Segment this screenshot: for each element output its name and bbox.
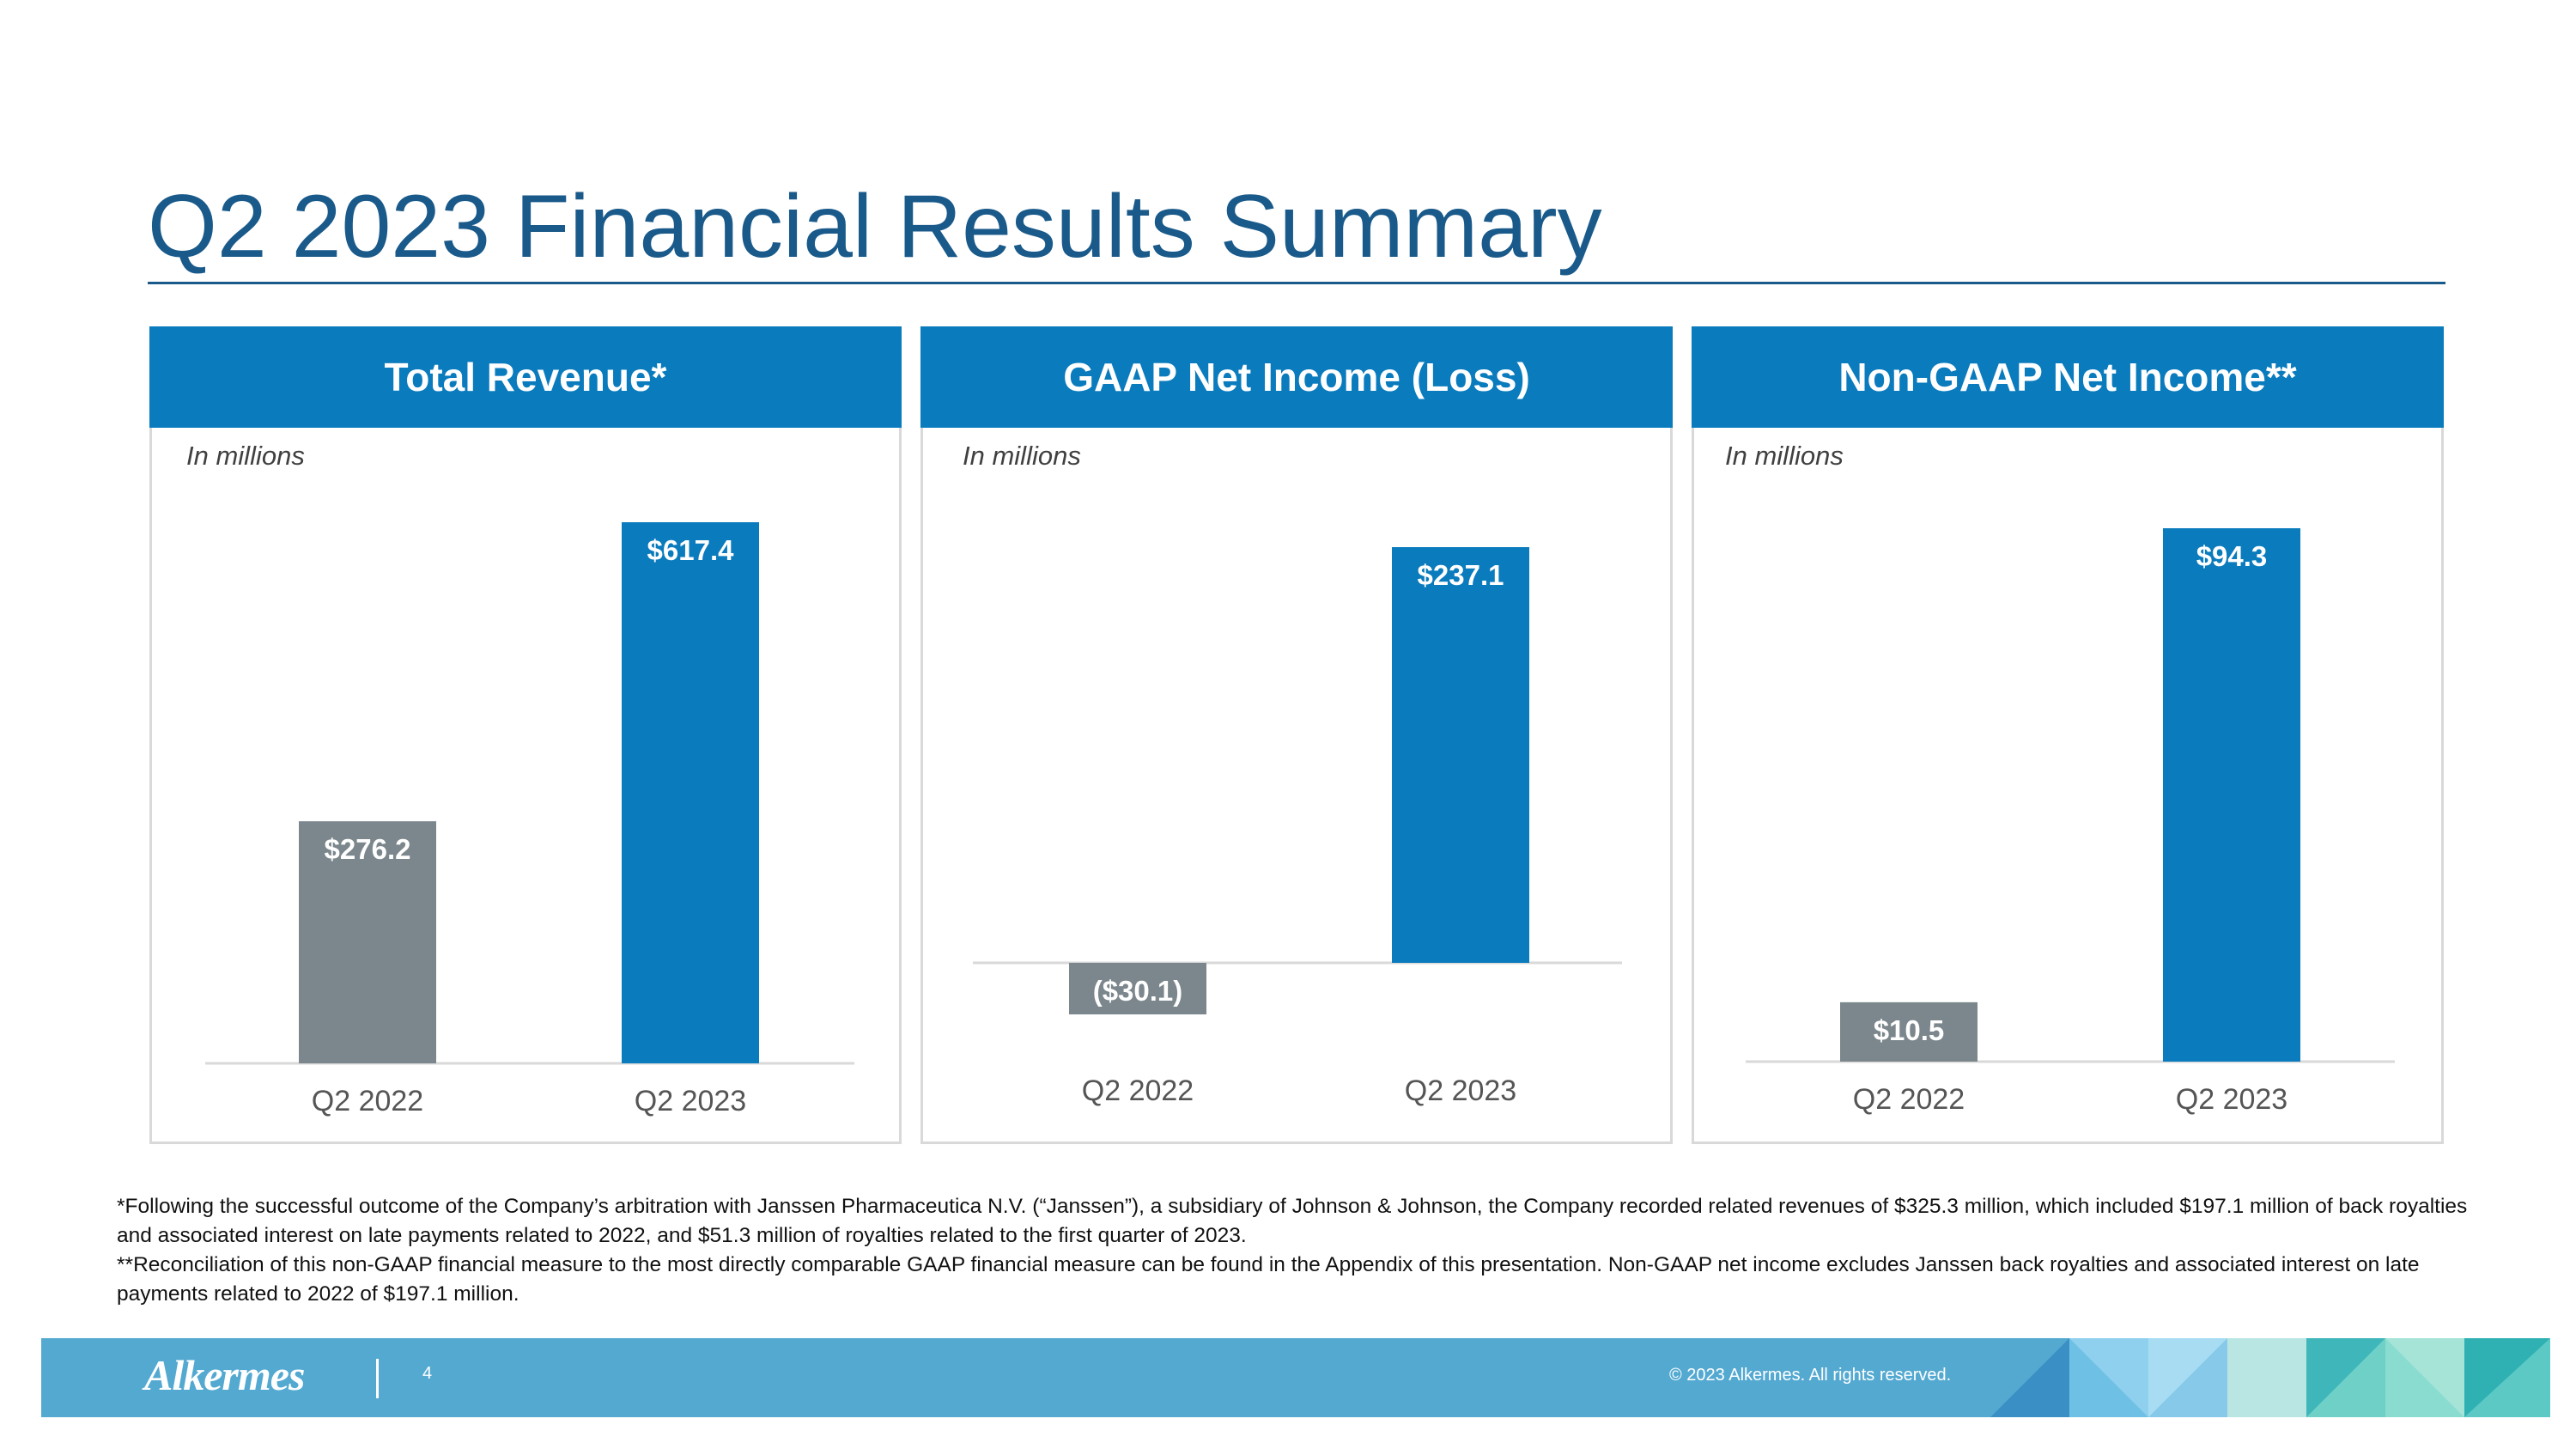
bar-chart: ($30.1) Q2 2022 $237.1 Q2 2023: [973, 547, 1622, 1107]
bar-value-label: $276.2: [325, 833, 411, 865]
bar-value-label: $10.5: [1874, 1014, 1945, 1046]
title-divider: [148, 282, 2445, 284]
units-label: In millions: [186, 441, 305, 471]
bar-q2-2023: [2163, 528, 2300, 1062]
total-revenue-panel: $276.2 Q2 2022 $617.4 Q2 2023 Total Revenue…: [149, 326, 902, 1144]
page-number: 4: [422, 1364, 433, 1383]
category-label: Q2 2022: [312, 1085, 423, 1117]
category-label: Q2 2023: [2176, 1083, 2287, 1116]
page-title: Q2 2023 Financial Results Summary: [148, 177, 1602, 277]
decorative-triangles-graphic: [1990, 1338, 2550, 1417]
bar-chart: $276.2 Q2 2022 $617.4 Q2 2023: [205, 522, 854, 1117]
bar-value-label: $617.4: [647, 534, 735, 566]
panel-header: GAAP Net Income (Loss): [920, 326, 1673, 428]
bar-q2-2023: [1392, 547, 1529, 963]
category-label: Q2 2023: [635, 1085, 746, 1117]
bar-q2-2022: [299, 821, 436, 1063]
units-label: In millions: [963, 441, 1081, 471]
category-label: Q2 2022: [1082, 1075, 1194, 1107]
bar-chart: $10.5 Q2 2022 $94.3 Q2 2023: [1746, 528, 2395, 1116]
panel-header: Non-GAAP Net Income**: [1692, 326, 2444, 428]
category-label: Q2 2022: [1853, 1083, 1965, 1116]
gaap-net-income-panel: ($30.1) Q2 2022 $237.1 Q2 2023 GAAP Net Inc…: [920, 326, 1673, 1144]
bar-value-label: $237.1: [1418, 559, 1504, 591]
bar-value-label: ($30.1): [1093, 975, 1183, 1007]
alkermes-logo: Alkermes: [144, 1351, 305, 1399]
footer-separator: [376, 1359, 379, 1398]
bar-q2-2022: [1069, 963, 1206, 1014]
footnote-non-gaap: **Reconciliation of this non-GAAP financ…: [117, 1253, 2420, 1306]
category-label: Q2 2023: [1405, 1075, 1516, 1107]
non-gaap-net-income-panel: $10.5 Q2 2022 $94.3 Q2 2023 Non-GAAP Net In…: [1692, 326, 2444, 1144]
footnote-revenue: *Following the successful outcome of the…: [117, 1195, 2468, 1247]
footer-bar: Alkermes 4 © 2023 Alkermes. All rights r…: [41, 1338, 2550, 1417]
bar-value-label: $94.3: [2196, 540, 2268, 572]
footnotes: *Following the successful outcome of the…: [117, 1192, 2487, 1309]
bar-q2-2022: [1840, 1002, 1978, 1062]
units-label: In millions: [1725, 441, 1844, 471]
copyright-notice: © 2023 Alkermes. All rights reserved.: [1669, 1366, 1952, 1385]
panel-header: Total Revenue*: [149, 326, 902, 428]
bar-q2-2023: [622, 522, 759, 1063]
